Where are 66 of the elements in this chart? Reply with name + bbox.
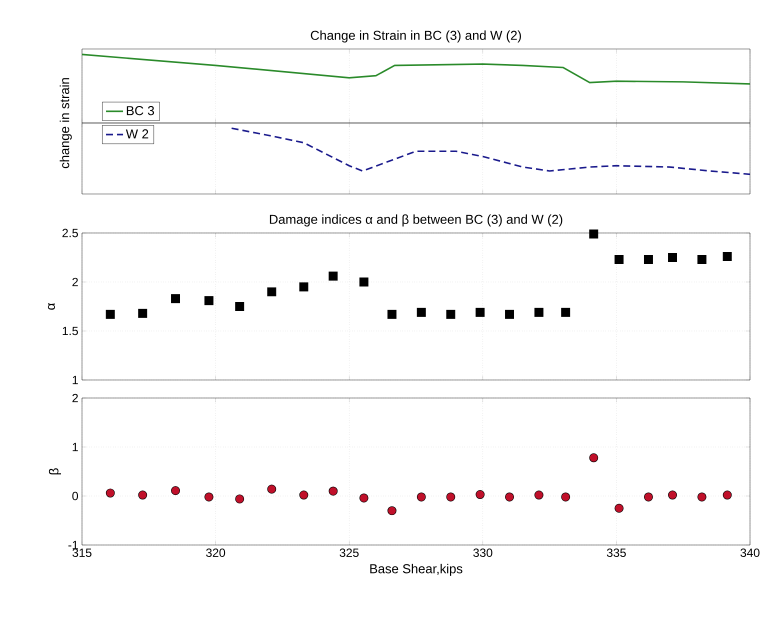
chart-title: Damage indices α and β between BC (3) and W (2) [270,214,562,226]
x-tick-label: 340 [740,548,760,557]
point [561,492,570,502]
point [589,453,598,462]
point [299,490,308,500]
point [359,278,368,286]
y-tick-label: 2 [72,394,78,402]
point [299,282,308,292]
chart-title: Change in Strain in BC (3) and W (2) [310,30,521,42]
point [697,492,706,502]
y-axis-title: change in strain [60,78,72,168]
y-tick-label: -1 [68,540,78,550]
x-tick-label: 335 [606,548,626,557]
point [614,254,624,264]
y-tick-label: 2 [72,278,78,286]
point [416,492,426,502]
point [722,252,732,261]
point [697,254,706,264]
point [561,308,570,317]
point [138,490,148,500]
point [534,490,544,500]
point [359,493,368,502]
point [505,310,514,319]
point [106,488,115,498]
y-tick-label: 1.5 [62,326,78,336]
point [534,308,544,317]
point [668,490,678,500]
point [171,294,180,304]
point [644,254,653,264]
point [668,253,677,262]
point [446,310,456,319]
point [387,506,396,516]
point [235,494,244,504]
y-tick-label: 0 [72,492,78,500]
point [171,486,180,496]
y-tick-label: 1 [72,442,78,452]
x-tick-label: 315 [72,548,92,557]
point [328,272,338,281]
legend-label: BC 3 [126,106,154,116]
point [722,490,732,500]
point [106,310,115,319]
point [235,302,244,311]
y-axis-title: α [48,303,56,310]
x-axis-title: Base Shear,kips [370,564,462,576]
point [476,308,485,317]
y-tick-label: 1 [72,376,78,384]
point [328,486,338,496]
point [446,492,456,502]
x-tick-label: 320 [206,548,226,557]
y-axis-title: β [48,468,62,474]
x-tick-label: 330 [473,548,492,557]
y-tick-label: 2.5 [62,228,78,238]
point [505,492,514,502]
point [416,308,426,317]
x-tick-label: 325 [340,548,359,557]
point [387,310,396,319]
point [589,229,598,238]
point [267,484,276,494]
point [267,287,276,296]
point [614,504,624,513]
point [204,492,214,502]
point [476,490,485,500]
point [644,492,653,502]
legend-label: W 2 [126,129,148,138]
point [138,308,148,318]
point [204,296,214,306]
